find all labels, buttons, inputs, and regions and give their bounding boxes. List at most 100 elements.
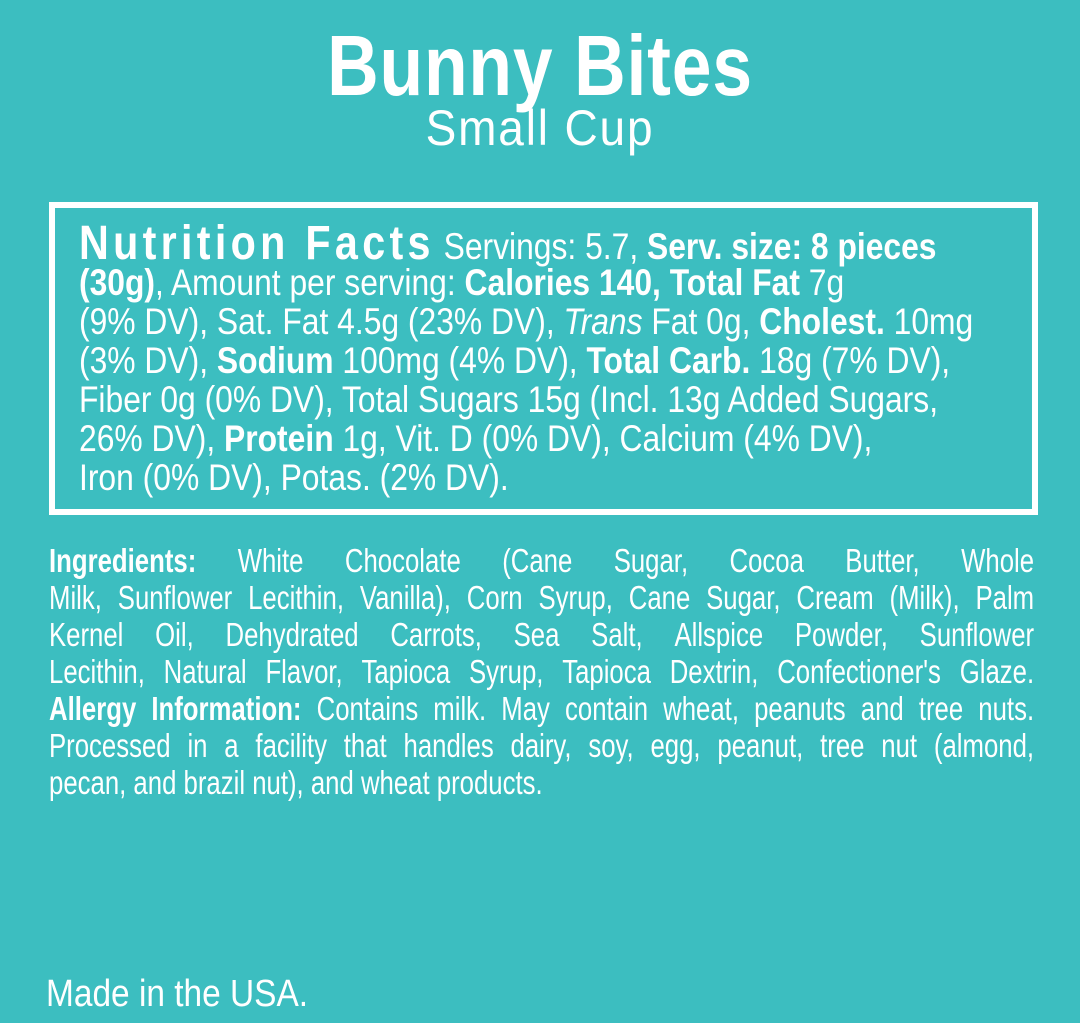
text-word: Whole xyxy=(961,542,1035,579)
text-segment: Nutrition Facts xyxy=(79,217,435,270)
text-word: Lecithin, xyxy=(49,653,145,690)
text-segment: Iron (0% DV), Potas. (2% DV). xyxy=(79,457,509,498)
text-line: pecan, and brazil nut), and wheat produc… xyxy=(49,764,1034,801)
text-segment: Total Carb. xyxy=(586,340,751,381)
nutrition-facts-box: Nutrition Facts Servings: 5.7, Serv. siz… xyxy=(49,202,1038,515)
text-word: in xyxy=(187,727,208,764)
text-word: Oil, xyxy=(155,616,194,653)
text-word: White xyxy=(237,542,304,579)
text-segment: 10mg xyxy=(884,301,974,342)
text-word: facility xyxy=(255,727,327,764)
text-line: Ingredients: White Chocolate (Cane Sugar, Coc… xyxy=(49,542,1034,579)
text-word: Powder, xyxy=(794,616,888,653)
text-line: Kernel Oil, Dehydrated Carrots, Sea Salt, Alls… xyxy=(49,616,1034,653)
text-word: wheat, xyxy=(663,690,739,727)
text-word: May xyxy=(501,690,550,727)
text-word: nuts. xyxy=(978,690,1035,727)
text-segment: Fat 0g, xyxy=(642,301,760,342)
text-line: Allergy Information: Contains milk. May conta… xyxy=(49,690,1034,727)
text-line: Iron (0% DV), Potas. (2% DV). xyxy=(79,458,1032,497)
text-line: 26% DV), Protein 1g, Vit. D (0% DV), Cal… xyxy=(79,419,1032,458)
text-word: Flavor, xyxy=(265,653,343,690)
text-word: Milk, xyxy=(49,579,102,616)
text-word: Sunflower xyxy=(919,616,1035,653)
text-word: Dehydrated xyxy=(225,616,359,653)
text-segment: Cholest. xyxy=(759,301,885,342)
text-word: Sugar, xyxy=(706,579,781,616)
text-word: Vanilla), xyxy=(359,579,451,616)
text-word: Glaze. xyxy=(959,653,1035,690)
text-word: Contains xyxy=(316,690,419,727)
text-word: Information: xyxy=(151,690,302,727)
text-word: Dextrin, xyxy=(669,653,759,690)
text-word: Butter, xyxy=(845,542,920,579)
text-segment: , Amount per serving: xyxy=(155,262,465,303)
text-word: Sea xyxy=(513,616,560,653)
text-word: tree xyxy=(820,727,865,764)
text-line: (9% DV), Sat. Fat 4.5g (23% DV), Trans F… xyxy=(79,302,1032,341)
text-word: (Milk), xyxy=(889,579,960,616)
nutrition-facts-text: Nutrition Facts Servings: 5.7, Serv. siz… xyxy=(79,220,1032,498)
text-word: tree xyxy=(918,690,964,727)
text-line: Milk, Sunflower Lecithin, Vanilla), Corn Syru… xyxy=(49,579,1034,616)
text-segment: 18g (7% DV), xyxy=(750,340,951,381)
text-word: dairy, xyxy=(510,727,572,764)
text-word: Salt, xyxy=(591,616,643,653)
text-word: Sugar, xyxy=(613,542,689,579)
text-segment: Trans xyxy=(563,301,643,342)
text-word: Chocolate xyxy=(344,542,461,579)
text-line: Processed in a facility that handles dairy, soy… xyxy=(49,727,1034,764)
text-word: a xyxy=(224,727,239,764)
text-word: and xyxy=(860,690,904,727)
text-word: Processed xyxy=(49,727,171,764)
text-segment: Calories 140, Total Fat xyxy=(464,262,800,303)
text-word: soy, xyxy=(588,727,634,764)
text-word: Syrup, xyxy=(538,579,613,616)
product-title: Bunny Bites xyxy=(327,19,753,114)
text-word: egg, xyxy=(650,727,701,764)
text-segment: 100mg (4% DV), xyxy=(333,340,587,381)
text-word: Sunflower xyxy=(117,579,233,616)
text-word: peanuts xyxy=(754,690,846,727)
text-word: Syrup, xyxy=(469,653,544,690)
text-word: that xyxy=(343,727,387,764)
text-word: Corn xyxy=(466,579,523,616)
text-word: Cream xyxy=(796,579,874,616)
text-word: Tapioca xyxy=(562,653,651,690)
text-segment: Fiber 0g (0% DV), Total Sugars 15g (Incl… xyxy=(79,379,939,420)
text-word: milk. xyxy=(433,690,487,727)
ingredients-allergy-text: Ingredients: White Chocolate (Cane Sugar, Coc… xyxy=(49,542,1034,801)
text-word: Lecithin, xyxy=(248,579,344,616)
text-word: Cocoa xyxy=(729,542,804,579)
text-segment: (9% DV), Sat. Fat 4.5g (23% DV), xyxy=(79,301,564,342)
text-segment: Sodium xyxy=(216,340,334,381)
text-segment: (3% DV), xyxy=(79,340,217,381)
text-segment: Protein xyxy=(224,418,334,459)
text-segment: 26% DV), xyxy=(79,418,225,459)
text-word: peanut, xyxy=(717,727,804,764)
text-word: Palm xyxy=(975,579,1035,616)
text-word: (almond, xyxy=(933,727,1035,764)
text-word: Confectioner's xyxy=(777,653,941,690)
product-subtitle: Small Cup xyxy=(425,100,655,156)
text-line: Lecithin, Natural Flavor, Tapioca Syrup, Tapi… xyxy=(49,653,1034,690)
text-word: contain xyxy=(565,690,649,727)
text-line: Nutrition Facts Servings: 5.7, Serv. siz… xyxy=(79,220,1032,268)
text-word: (Cane xyxy=(502,542,573,579)
text-word: Allergy xyxy=(49,690,137,727)
text-segment: Servings: 5.7, xyxy=(434,226,648,267)
text-line: Fiber 0g (0% DV), Total Sugars 15g (Incl… xyxy=(79,380,1032,419)
text-word: nut xyxy=(881,727,918,764)
text-word: handles xyxy=(403,727,494,764)
text-line: (3% DV), Sodium 100mg (4% DV), Total Car… xyxy=(79,341,1032,380)
text-segment: 1g, Vit. D (0% DV), Calcium (4% DV), xyxy=(333,418,873,459)
made-in-usa-text: Made in the USA. xyxy=(46,973,309,1015)
text-word: Kernel xyxy=(49,616,124,653)
text-segment: Serv. size: 8 pieces xyxy=(647,226,937,267)
text-word: Natural xyxy=(163,653,247,690)
text-segment: (30g) xyxy=(79,262,156,303)
text-word: Carrots, xyxy=(390,616,482,653)
text-segment: 7g xyxy=(799,262,845,303)
text-word: Cane xyxy=(628,579,691,616)
